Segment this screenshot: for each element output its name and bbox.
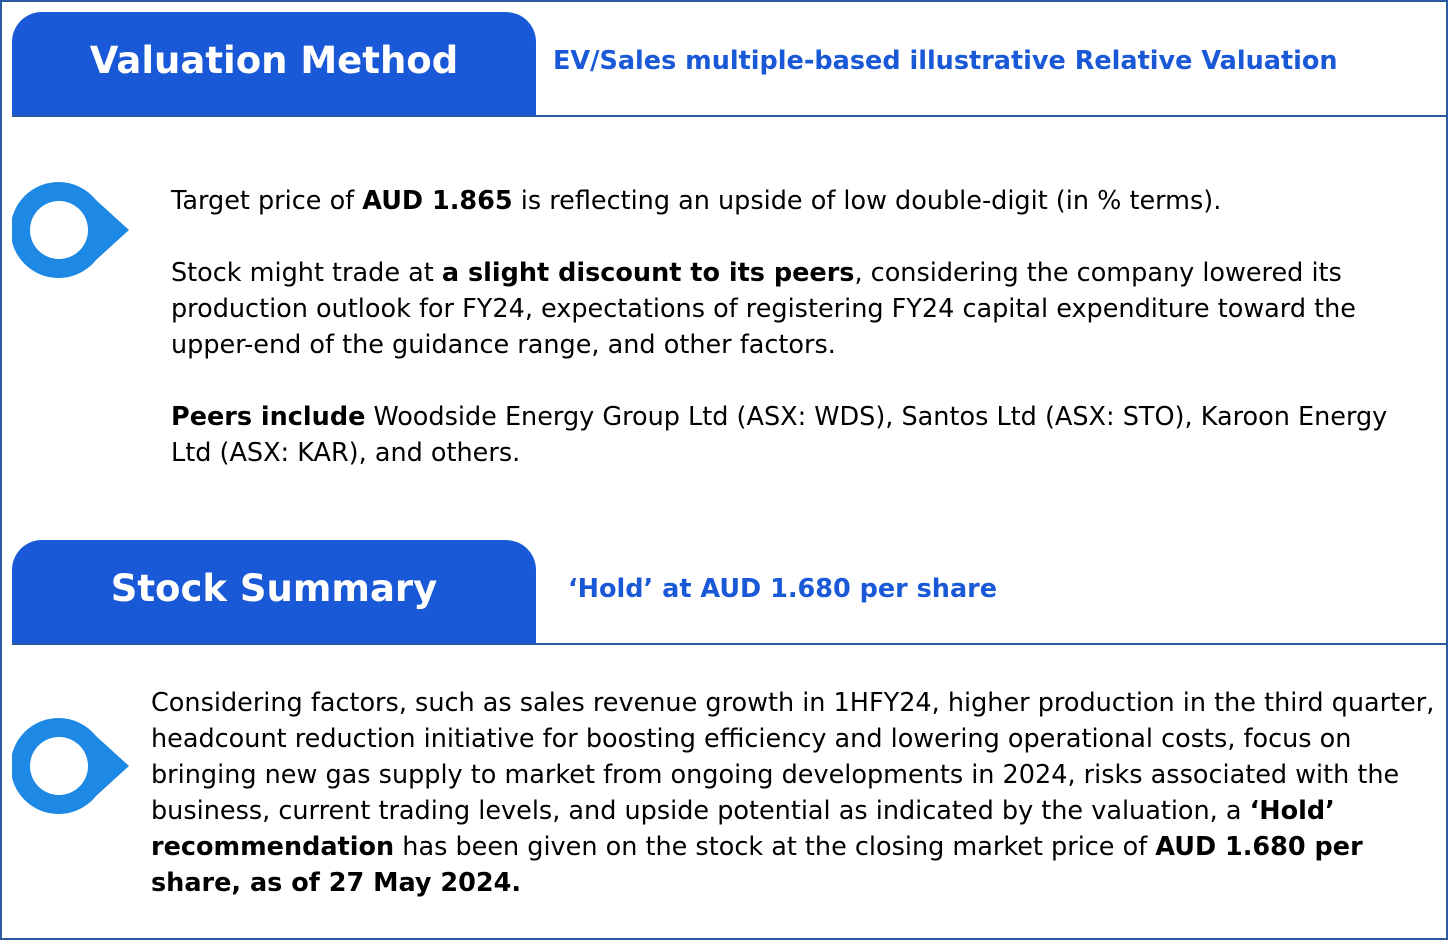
target-price-paragraph: Target price of AUD 1.865 is reflecting …: [171, 186, 1222, 216]
section-divider: [12, 643, 1446, 645]
peers-label: Peers include: [171, 402, 366, 432]
summary-subtitle: ‘Hold’ at AUD 1.680 per share: [568, 574, 998, 604]
closing-price-emphasis: AUD 1.680 per share, as of 27 May 2024.: [151, 832, 1363, 898]
recommendation-emphasis: ‘Hold’ recommendation: [151, 796, 1335, 862]
ring-pointer-icon: [12, 718, 129, 814]
valuation-method-title: Valuation Method: [89, 38, 459, 82]
valuation-method-tab: Valuation Method: [12, 12, 536, 116]
peers-paragraph: Peers include Woodside Energy Group Ltd …: [171, 402, 1388, 468]
summary-body: Considering factors, such as sales reven…: [151, 685, 1441, 901]
stock-summary-title: Stock Summary: [110, 566, 438, 610]
recommendation-paragraph: Considering factors, such as sales reven…: [151, 688, 1435, 898]
ring-pointer-icon: [12, 182, 129, 278]
discount-paragraph: Stock might trade at a slight discount t…: [171, 258, 1356, 360]
discount-emphasis: a slight discount to its peers: [441, 258, 855, 288]
valuation-body: Target price of AUD 1.865 is reflecting …: [171, 183, 1421, 471]
target-price-value: AUD 1.865: [362, 186, 513, 216]
section-divider: [12, 115, 1446, 117]
valuation-subtitle: EV/Sales multiple-based illustrative Rel…: [553, 46, 1338, 76]
stock-summary-tab: Stock Summary: [12, 540, 536, 644]
